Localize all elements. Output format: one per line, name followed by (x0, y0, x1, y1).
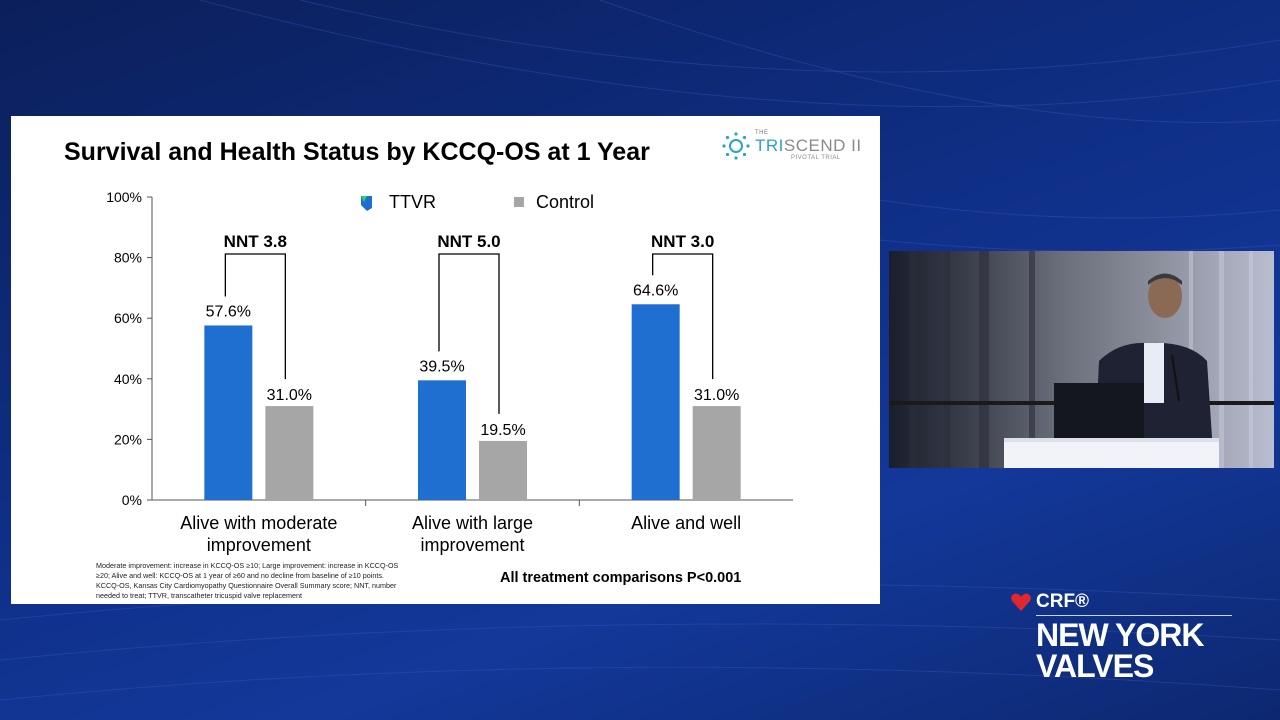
y-tick-label: 20% (114, 431, 142, 447)
logo-name: TRISCEND II (755, 136, 862, 156)
nnt-bracket (224, 253, 286, 380)
nnt-label: NNT 3.0 (651, 232, 714, 251)
logo-subtitle: PIVOTAL TRIAL (791, 155, 841, 161)
brand-valves: VALVES (1036, 648, 1154, 684)
logo-the: THE (755, 130, 769, 136)
triscend-logo: THE TRISCEND II PIVOTAL TRIAL (721, 128, 871, 164)
data-label-control: 31.0% (267, 387, 312, 404)
data-label-ttvr: 57.6% (206, 303, 251, 320)
bar-ttvr (204, 325, 253, 500)
sun-icon (722, 132, 750, 160)
nnt-bracket (438, 253, 500, 414)
nnt-label: NNT 5.0 (437, 232, 500, 251)
crf-new-york-valves-logo: CRF® NEW YORK VALVES (1010, 588, 1240, 688)
x-category-label: improvement (420, 535, 524, 555)
data-label-ttvr: 39.5% (419, 358, 464, 375)
heart-icon (1011, 593, 1031, 611)
legend-swatch-ttvr-accent (361, 196, 367, 202)
legend-swatch-control (514, 197, 524, 207)
data-label-control: 31.0% (694, 387, 739, 404)
x-category-label: Alive and well (631, 513, 741, 533)
bar-control (692, 406, 741, 500)
logo-name-prefix: TRI (755, 136, 784, 155)
slide-title: Survival and Health Status by KCCQ-OS at… (64, 138, 650, 166)
footnote: Moderate improvement: increase in KCCQ-O… (96, 561, 399, 600)
y-tick-label: 80% (114, 250, 142, 266)
y-tick-label: 60% (114, 310, 142, 326)
y-tick-label: 40% (114, 371, 142, 387)
y-tick-label: 0% (122, 492, 142, 508)
logo-name-suffix: SCEND II (783, 136, 862, 155)
brand-divider (1036, 615, 1232, 616)
y-tick-label: 100% (106, 189, 142, 205)
brand-new-york: NEW YORK (1036, 617, 1204, 653)
data-label-ttvr: 64.6% (633, 282, 678, 299)
nnt-label: NNT 3.8 (224, 232, 287, 251)
bar-chart: 0% 20% 40% 60% 80% 100% 57.6% 31.0% NNT 3.8 Alive… (106, 189, 793, 555)
brand-crf: CRF® (1036, 591, 1090, 612)
presentation-slide: Survival and Health Status by KCCQ-OS at… (11, 116, 880, 604)
p-value-note: All treatment comparisons P<0.001 (500, 570, 742, 586)
legend-label-ttvr: TTVR (389, 192, 436, 212)
legend-label-control: Control (536, 192, 594, 212)
speaker-video (889, 251, 1274, 468)
bar-ttvr (631, 304, 680, 500)
x-category-label: Alive with moderate (180, 513, 337, 533)
x-category-label: improvement (207, 535, 311, 555)
data-label-control: 19.5% (480, 422, 525, 439)
bar-ttvr (418, 380, 466, 500)
bar-control (479, 440, 527, 500)
speaker-scene (889, 251, 1274, 468)
x-category-label: Alive with large (412, 513, 533, 533)
bar-control (265, 406, 314, 500)
nnt-bracket (652, 253, 714, 380)
